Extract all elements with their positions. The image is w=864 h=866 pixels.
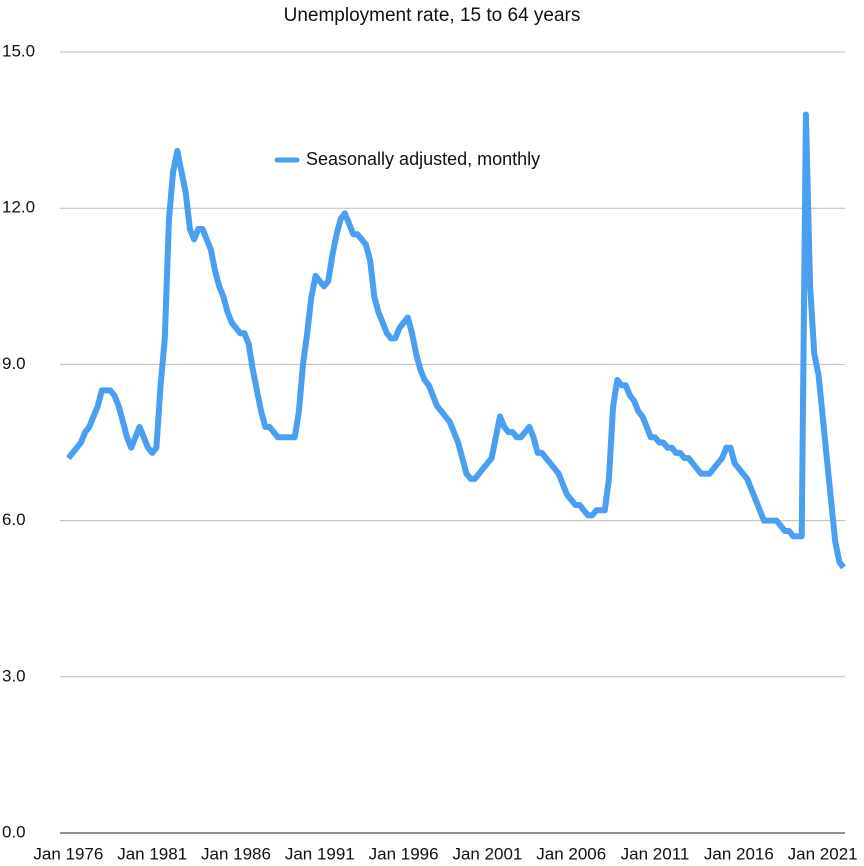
- x-tick-label: Jan 2001: [452, 844, 522, 863]
- y-tick-label: 15.0: [2, 41, 35, 60]
- x-tick-label: Jan 1976: [33, 844, 103, 863]
- chart-title: Unemployment rate, 15 to 64 years: [284, 5, 581, 26]
- x-tick-label: Jan 1996: [369, 844, 439, 863]
- y-tick-label: 9.0: [2, 354, 26, 373]
- x-tick-label: Jan 1991: [285, 844, 355, 863]
- y-tick-label: 6.0: [2, 510, 26, 529]
- x-tick-label: Jan 2006: [536, 844, 606, 863]
- y-tick-label: 3.0: [2, 666, 26, 685]
- y-tick-label: 0.0: [2, 822, 26, 841]
- legend-label: Seasonally adjusted, monthly: [306, 149, 540, 169]
- x-tick-label: Jan 2011: [621, 844, 690, 863]
- x-tick-label: Jan 1986: [201, 844, 271, 863]
- y-tick-label: 12.0: [2, 198, 35, 217]
- x-tick-label: Jan 2021: [788, 844, 858, 863]
- data-line: [66, 111, 846, 570]
- x-tick-label: Jan 2016: [704, 844, 774, 863]
- x-tick-label: Jan 1981: [117, 844, 187, 863]
